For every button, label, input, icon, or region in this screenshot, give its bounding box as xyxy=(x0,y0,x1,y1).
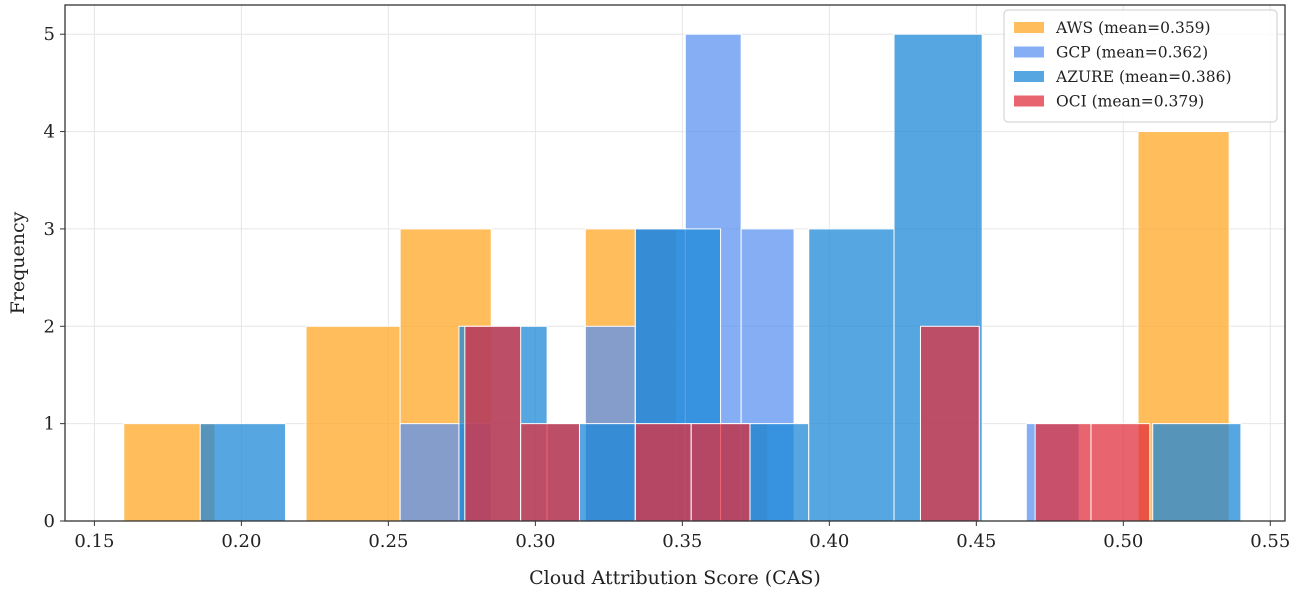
axis-ticks: 0.15 0.20 0.25 0.30 0.35 0.40 0.45 0.50 0.55 0 1 2 3… xyxy=(44,24,1291,552)
histogram-bar xyxy=(919,325,980,522)
x-tick-label: 0.35 xyxy=(662,531,702,552)
legend-label: AZURE (mean=0.386) xyxy=(1055,68,1232,86)
legend-label: GCP (mean=0.362) xyxy=(1056,44,1208,62)
y-tick-label: 5 xyxy=(44,24,55,45)
histogram-bars xyxy=(123,33,1242,522)
histogram-bar xyxy=(305,325,401,522)
histogram-bar xyxy=(464,325,522,522)
x-tick-label: 0.25 xyxy=(368,531,408,552)
legend-label: AWS (mean=0.359) xyxy=(1055,19,1211,37)
legend-box xyxy=(1003,9,1278,123)
x-tick-label: 0.50 xyxy=(1103,531,1143,552)
x-tick-label: 0.20 xyxy=(221,531,261,552)
x-axis-title: Cloud Attribution Score (CAS) xyxy=(529,567,821,589)
histogram-bar xyxy=(1152,423,1242,522)
y-tick-label: 3 xyxy=(44,219,55,240)
y-tick-label: 1 xyxy=(44,414,55,435)
histogram-bar xyxy=(199,423,286,522)
legend-label: OCI (mean=0.379) xyxy=(1056,93,1204,111)
x-tick-label: 0.30 xyxy=(515,531,555,552)
legend-swatch xyxy=(1014,71,1044,82)
y-tick-label: 4 xyxy=(44,122,55,143)
legend-swatch xyxy=(1014,46,1044,58)
x-tick-label: 0.55 xyxy=(1250,531,1290,552)
x-tick-label: 0.15 xyxy=(74,531,114,552)
legend-swatch xyxy=(1014,22,1044,33)
histogram-bar xyxy=(808,228,895,522)
histogram-bar xyxy=(1090,423,1151,522)
plot-frame xyxy=(64,4,1286,522)
histogram-bar xyxy=(634,423,692,522)
y-tick-label: 0 xyxy=(44,511,55,532)
x-tick-label: 0.45 xyxy=(956,531,996,552)
y-axis-title: Frequency xyxy=(7,211,29,314)
histogram-bar xyxy=(690,423,751,522)
legend: AWS (mean=0.359) GCP (mean=0.362) AZURE (m… xyxy=(1003,9,1278,123)
histogram-bar xyxy=(1034,423,1092,522)
y-tick-label: 2 xyxy=(44,316,55,337)
x-tick-label: 0.40 xyxy=(809,531,849,552)
histogram-bar xyxy=(520,423,580,522)
legend-swatch xyxy=(1014,95,1044,107)
